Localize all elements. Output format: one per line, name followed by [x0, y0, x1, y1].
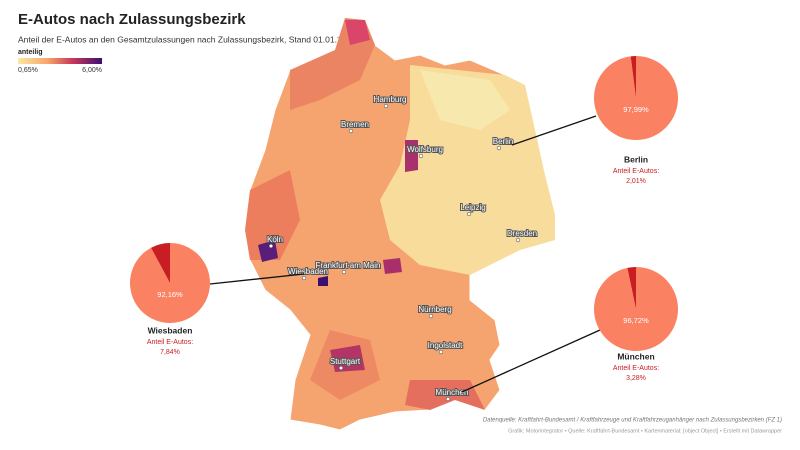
connector	[511, 115, 597, 146]
city-dot	[515, 237, 521, 243]
pie-value: 3,28%	[626, 375, 646, 382]
city-label: München	[436, 388, 469, 397]
slice-label: 92,16%	[157, 290, 183, 299]
pie-value: 7,84%	[160, 349, 180, 356]
slice-label: 97,99%	[623, 105, 649, 114]
city-label: Köln	[267, 235, 283, 244]
city-label: Frankfurt am Main	[316, 261, 381, 270]
pie-slice	[130, 243, 211, 323]
city-dot	[268, 243, 274, 249]
city-label: Wiesbaden	[288, 267, 328, 276]
city-dot	[445, 396, 451, 402]
connector	[209, 273, 305, 285]
connector	[461, 329, 601, 393]
subtitle: Anteil der E-Autos an den Gesamtzulassun…	[18, 34, 356, 44]
city-label: Wolfsburg	[407, 145, 443, 154]
pie-slice	[151, 243, 170, 283]
city-dot	[428, 313, 434, 319]
city-dot	[496, 145, 502, 151]
credit: Grafik: Motorintegrator • Quelle: Kraftf…	[508, 428, 782, 434]
source: Datenquelle: Kraftfahrt-Bundesamt / Kraf…	[483, 418, 782, 424]
city-label: Ingolstadt	[428, 341, 463, 350]
pie-name: München	[617, 351, 654, 361]
pie-caption: Anteil E-Autos:	[147, 339, 193, 346]
city-dot	[438, 349, 444, 355]
pie-slice	[630, 56, 636, 98]
pie-name: Berlin	[624, 154, 648, 164]
city-label: Berlin	[493, 137, 513, 146]
city-dot	[338, 365, 344, 371]
city-label: Dresden	[507, 229, 537, 238]
pie-caption: Anteil E-Autos:	[613, 168, 659, 175]
pie-value: 2,01%	[626, 178, 646, 185]
city-dot	[348, 128, 354, 134]
city-label: Hamburg	[374, 95, 407, 104]
map	[244, 17, 556, 431]
city-dot	[301, 275, 307, 281]
title: E-Autos nach Zulassungsbezirk	[18, 11, 246, 28]
legend-bar	[18, 58, 102, 64]
pie-slice	[627, 267, 636, 309]
city-dot	[383, 103, 389, 109]
legend-max: 6,00%	[82, 67, 102, 74]
city-dot	[466, 211, 472, 217]
pie-name: Wiesbaden	[148, 325, 193, 335]
pie-caption: Anteil E-Autos:	[613, 365, 659, 372]
city-label: Bremen	[341, 120, 369, 129]
city-dot	[341, 269, 347, 275]
city-label: Nürnberg	[418, 305, 451, 314]
city-dot	[418, 153, 424, 159]
slice-label: 96,72%	[623, 316, 649, 325]
legend-title: anteilig	[18, 49, 43, 56]
city-label: Stuttgart	[330, 357, 361, 366]
pie-slice	[594, 56, 679, 141]
city-label: Leipzig	[460, 203, 485, 212]
legend-min: 0,65%	[18, 67, 38, 74]
